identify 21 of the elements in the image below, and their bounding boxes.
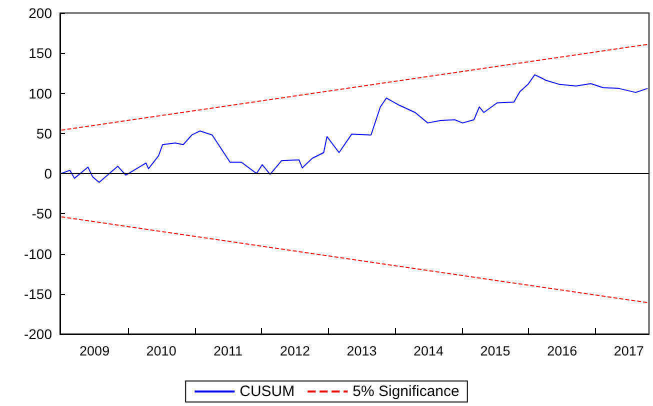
x-tick-label: 2011	[214, 344, 243, 358]
x-tick-label: 2013	[346, 344, 377, 358]
legend-label: 5% Significance	[352, 383, 460, 400]
y-tick-label: -200	[24, 326, 52, 342]
x-tick-label: 2012	[280, 344, 310, 358]
y-tick-label: -150	[24, 286, 52, 302]
y-tick-label: -50	[32, 206, 52, 222]
line-series	[60, 74, 648, 183]
y-tick-label: 150	[28, 45, 52, 62]
x-tick-label: 2014	[413, 344, 444, 358]
y-tick-label: 0	[44, 166, 52, 182]
legend-label: CUSUM	[240, 383, 295, 400]
x-tick-label: 2017	[614, 344, 644, 358]
x-tick-label: 2016	[547, 344, 578, 358]
x-tick-label: 2010	[146, 344, 176, 358]
x-tick-label: 2009	[80, 344, 110, 358]
y-tick-label: 200	[28, 5, 52, 21]
x-tick-label: 2015	[480, 344, 510, 358]
y-tick-label: -100	[24, 246, 52, 262]
y-tick-label: 50	[36, 125, 52, 142]
y-tick-label: 100	[28, 85, 52, 102]
